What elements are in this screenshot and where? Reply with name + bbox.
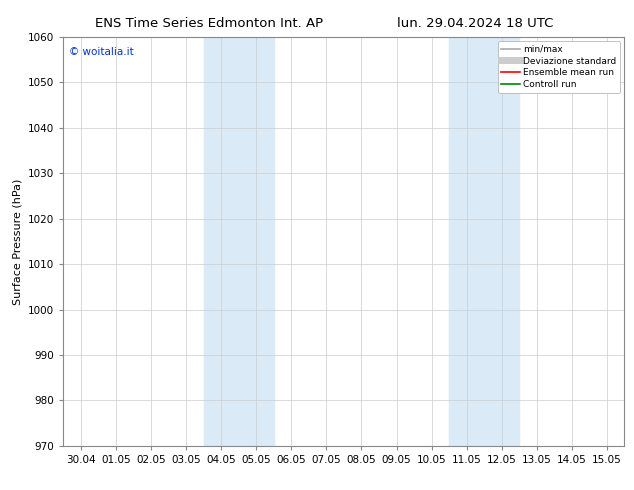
Text: © woitalia.it: © woitalia.it <box>69 47 134 57</box>
Text: lun. 29.04.2024 18 UTC: lun. 29.04.2024 18 UTC <box>398 17 553 30</box>
Text: ENS Time Series Edmonton Int. AP: ENS Time Series Edmonton Int. AP <box>95 17 323 30</box>
Legend: min/max, Deviazione standard, Ensemble mean run, Controll run: min/max, Deviazione standard, Ensemble m… <box>498 41 620 93</box>
Bar <box>449 37 519 446</box>
Bar <box>204 37 274 446</box>
Y-axis label: Surface Pressure (hPa): Surface Pressure (hPa) <box>13 178 23 304</box>
